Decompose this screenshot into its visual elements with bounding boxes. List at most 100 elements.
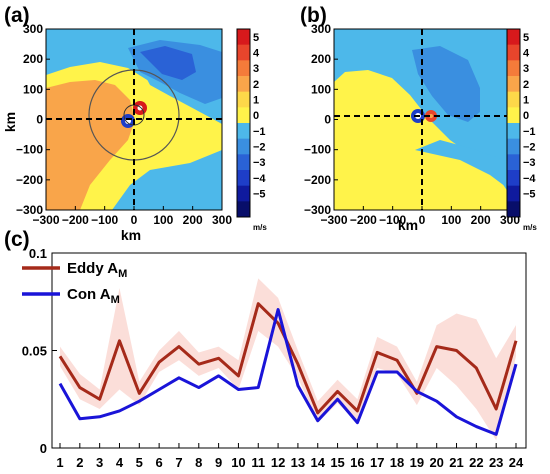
- panel-b-xtick-label: −300: [320, 213, 347, 227]
- panel-a-ytick-label: 200: [23, 52, 43, 66]
- panel-b-colorbar-segment: [507, 138, 520, 155]
- panel-b-colorbar-segment: [507, 29, 520, 46]
- panel-b-colorbar-tick: 0: [523, 110, 529, 122]
- panel-a-colorbar-tick: −4: [253, 173, 266, 185]
- panel-b-colorbar-segment: [507, 91, 520, 108]
- panel-a-ytick-label: −200: [16, 173, 43, 187]
- panel-a-core-red-inner: [137, 105, 143, 111]
- panel-b-colorbar: 5 4 3 2 1 0 −1 −2 −3 −4 −5 m/s: [506, 28, 537, 232]
- panel-a-colorbar-segment: [237, 44, 250, 61]
- panel-a-xtick-label: −200: [62, 213, 89, 227]
- panel-c-xtick-label: 5: [136, 455, 143, 470]
- con-series-line: [58, 308, 518, 436]
- panel-a-ytick-label: 0: [36, 113, 43, 127]
- panel-a-colorbar-segment: [237, 170, 250, 187]
- panel-a-colorbar-tick: −3: [253, 157, 266, 169]
- panel-a-colorbar-segment: [237, 91, 250, 108]
- panel-c-xtick-label: 9: [215, 455, 222, 470]
- panel-b-colorbar-segment: [507, 170, 520, 187]
- panel-a-axes: −300 −200 −100 0 100 200 3003002001000−100−200…: [16, 22, 232, 227]
- panel-b-colorbar-tick: −3: [523, 157, 536, 169]
- panel-a-xtick-label: −300: [32, 213, 59, 227]
- panel-a-colorbar-tick: 0: [253, 110, 259, 122]
- panel-b-colorbar-tick: 5: [523, 32, 529, 44]
- panel-c-xtick-label: 18: [390, 455, 404, 470]
- panel-b-colorbar-segment: [507, 107, 520, 124]
- panel-a-colorbar-frame: [236, 28, 251, 218]
- panel-a-xtick-label: 100: [153, 213, 173, 227]
- panel-c-xtick-label: 12: [271, 455, 285, 470]
- panel-a-colorbar-segment: [237, 123, 250, 140]
- panel-a-colorbar-segment: [237, 185, 250, 202]
- panel-b-colorbar-segment: [507, 44, 520, 61]
- panel-b-colorbar-tick: −4: [523, 173, 536, 185]
- panel-a-colorbar-tick: −5: [253, 189, 266, 201]
- panel-a-colorbar-segment: [237, 138, 250, 155]
- eddy-spread-band: [60, 278, 516, 441]
- panel-c-xtick-label: 11: [251, 455, 265, 470]
- panel-a-dark-blue-region: [140, 46, 196, 80]
- panel-a-colorbar-tick: 5: [253, 32, 259, 44]
- panel-b-colorbar-tick: −5: [523, 189, 536, 201]
- panel-a-ytick-label: −300: [16, 203, 43, 217]
- panel-b-ytick-label: 300: [311, 22, 331, 36]
- panel-c-xtick-label: 10: [231, 455, 245, 470]
- panel-a-label: (a): [4, 4, 30, 27]
- panel-b-colorbar-tick: 1: [523, 95, 529, 107]
- panel-b-colorbar-frame: [506, 28, 521, 218]
- panel-a-ylabel: km: [2, 112, 18, 132]
- panel-a-orange-region: [46, 80, 135, 210]
- panel-c-xtick-label: 2: [76, 455, 83, 470]
- panel-c-xtick-label: 7: [175, 455, 182, 470]
- panel-c-xtick-label: 23: [489, 455, 503, 470]
- panel-c-xtick-label: 20: [429, 455, 443, 470]
- panel-c-xtick-label: 4: [116, 455, 124, 470]
- panel-c-xtick-label: 8: [195, 455, 202, 470]
- panel-a-xtick-label: 300: [212, 213, 232, 227]
- legend-eddy-sub: M: [118, 268, 127, 280]
- legend-eddy-name: Eddy A: [67, 260, 118, 277]
- panel-a-colorbar-segment: [237, 154, 250, 171]
- panel-c-xtick-label: 22: [469, 455, 483, 470]
- panel-c-ytick-label: 0.05: [22, 344, 47, 359]
- panel-a-colorbar-segment: [237, 107, 250, 124]
- panel-a-colorbar-segment: [237, 76, 250, 93]
- panel-b-colorbar-tick: 4: [523, 48, 530, 60]
- panel-a-colorbar-tick: 1: [253, 95, 259, 107]
- panel-b-colorbar-tick: 2: [523, 79, 529, 91]
- legend-con-sub: M: [111, 294, 120, 306]
- panel-b-blue-region: [412, 46, 480, 122]
- panel-b-xlabel: km: [398, 217, 418, 233]
- panel-c-label: (c): [4, 228, 30, 251]
- panel-b-xtick-label: 0: [419, 213, 426, 227]
- panel-c-xtick-label: 13: [291, 455, 305, 470]
- panel-b-ytick-label: −100: [304, 143, 331, 157]
- panel-a-colorbar-tick: −2: [253, 142, 266, 154]
- panel-c-ytick-label: 0.1: [29, 246, 47, 261]
- panel-a-ytick-label: 300: [23, 22, 43, 36]
- panel-a-colorbar-unit: m/s: [253, 223, 267, 232]
- panel-c-xtick-label: 21: [449, 455, 463, 470]
- panel-a-colorbar-segment: [237, 201, 250, 218]
- legend-eddy-label: Eddy AM: [67, 260, 127, 280]
- panel-c-xtick-label: 24: [509, 455, 524, 470]
- panel-b-axes: −300 −200 −100 0 100 200 3003002001000−100−200…: [304, 22, 520, 227]
- panel-a-xtick-label: −100: [91, 213, 118, 227]
- panel-c-legend: Eddy AM Con AM: [22, 260, 127, 306]
- panel-c-xtick-label: 19: [410, 455, 424, 470]
- panel-a-ytick-label: −100: [16, 143, 43, 157]
- panel-a-colorbar-segment: [237, 29, 250, 46]
- panel-c-xtick-label: 16: [350, 455, 364, 470]
- panel-b-ytick-label: −200: [304, 173, 331, 187]
- panel-b-colorbar-segment: [507, 123, 520, 140]
- panel-a-xlabel: km: [121, 227, 141, 243]
- panel-b-ytick-label: 200: [311, 52, 331, 66]
- panel-a-xtick-label: 200: [183, 213, 203, 227]
- panel-b-xtick-label: 100: [441, 213, 461, 227]
- panel-a-colorbar-segment: [237, 60, 250, 77]
- panel-a-colorbar-tick: 2: [253, 79, 259, 91]
- panel-c-xtick-label: 15: [330, 455, 344, 470]
